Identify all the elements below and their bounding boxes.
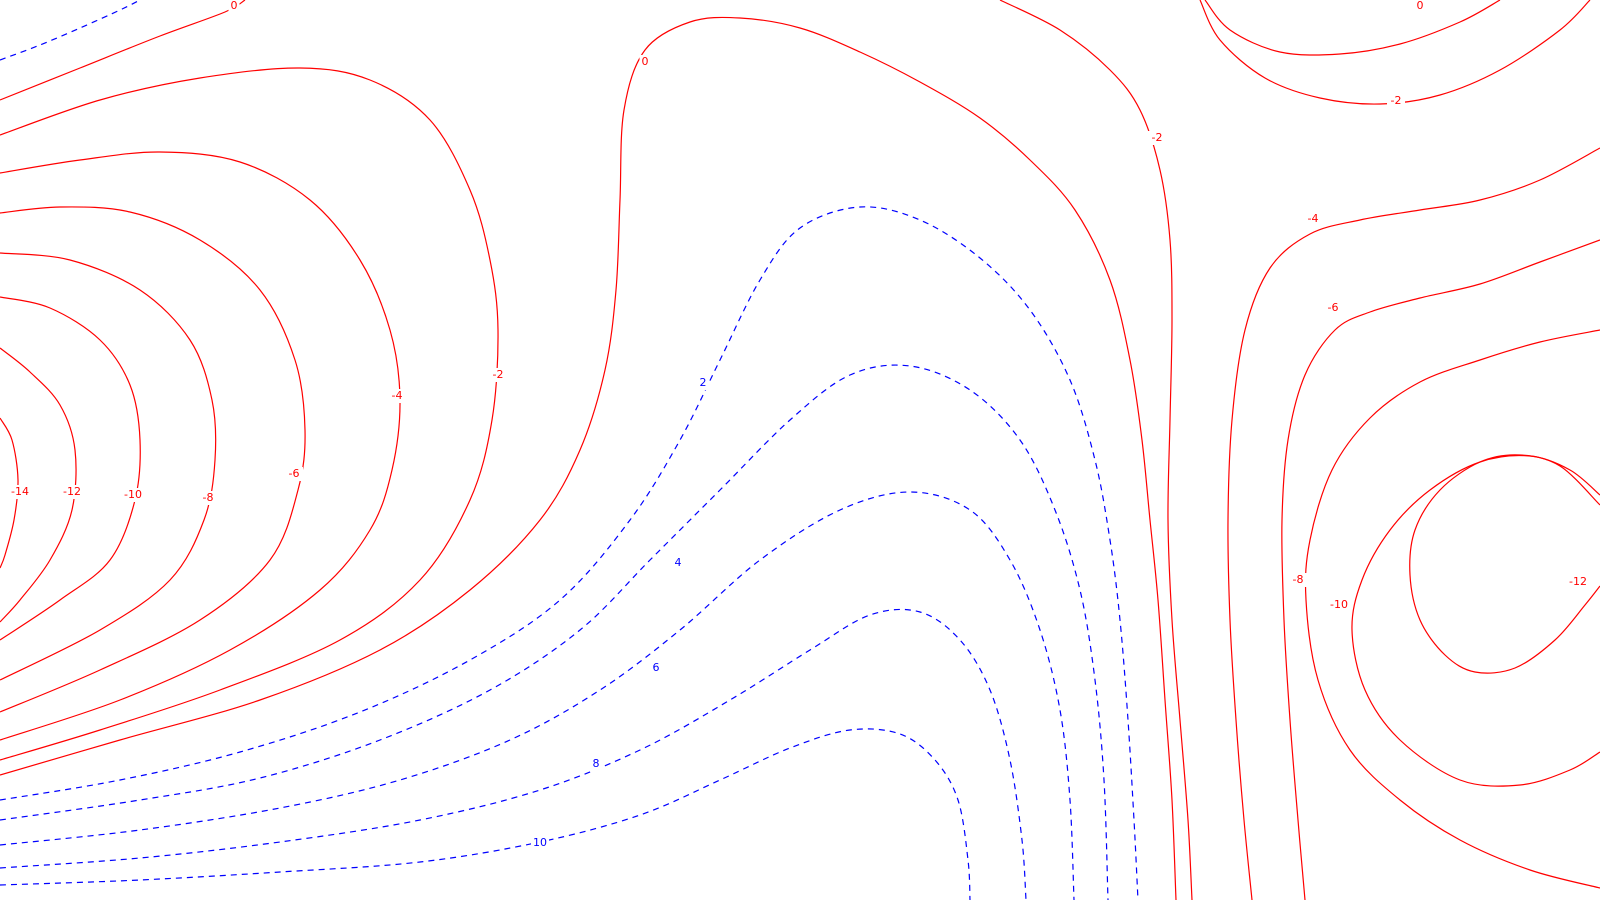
contour-line-0	[1204, 0, 1501, 56]
contour-label-bg	[388, 389, 406, 403]
contour-line-10	[0, 728, 971, 900]
contour-label: -8	[203, 491, 214, 504]
contour-label: 0	[1417, 0, 1424, 12]
contour-label: 0	[231, 0, 238, 12]
contour-label: -10	[124, 488, 142, 501]
contour-label: -2	[1152, 131, 1163, 144]
contour-label-bg	[120, 488, 146, 502]
contour-label-bg	[1326, 598, 1352, 612]
contour-line-minus-10	[1351, 454, 1600, 787]
contour-label: -8	[1293, 573, 1304, 586]
contour-label-bg	[1324, 301, 1342, 315]
contour-label: -2	[1391, 94, 1402, 107]
contour-label-bg	[1414, 0, 1426, 13]
contour-label-bg	[590, 757, 602, 771]
contour-label-bg	[228, 0, 240, 13]
contour-line-minus-4	[1227, 147, 1600, 900]
contour-line-4	[0, 364, 1109, 900]
contour-label: -12	[63, 485, 81, 498]
contour-label: 2	[700, 376, 707, 389]
contour-label: 4	[675, 556, 682, 569]
contour-line-minus-12	[1409, 454, 1600, 674]
contour-line-minus-2	[1199, 0, 1591, 105]
contour-line-minus-10	[0, 296, 141, 641]
contour-line-minus-12	[0, 347, 77, 623]
contour-label: -6	[1328, 301, 1339, 314]
contour-label-bg	[7, 485, 33, 499]
contour-label-bg	[59, 485, 85, 499]
contour-label: -4	[1308, 212, 1319, 225]
contour-label-bg	[672, 556, 684, 570]
contour-label-bg	[1289, 573, 1307, 587]
contour-label: -10	[1330, 598, 1348, 611]
contour-line-minus-8	[0, 252, 217, 681]
contour-label-bg	[1565, 575, 1591, 589]
contour-label-bg	[489, 368, 507, 382]
contour-label: 8	[593, 757, 600, 770]
contour-label-bg	[199, 491, 217, 505]
contour-label: -6	[289, 467, 300, 480]
contour-line-2	[0, 206, 1139, 900]
contour-line-minus-14	[0, 417, 19, 569]
contour-label: 10	[533, 836, 547, 849]
contour-line-minus-6	[1281, 239, 1600, 900]
contour-label-bg	[285, 467, 303, 481]
contour-label-bg	[1304, 212, 1322, 226]
contour-line-0	[0, 0, 246, 101]
contour-labels: 0 0 0 -2 -2 -2 -4 -4 -6 -6 -8 -8 -10 -10 -12 -12 -14 2 4 6 8…	[7, 0, 1591, 850]
contour-label-bg	[531, 836, 549, 850]
contour-label-bg	[697, 376, 709, 390]
contour-label: -12	[1569, 575, 1587, 588]
contour-label-bg	[1148, 131, 1166, 145]
contour-label-bg	[639, 55, 651, 69]
contour-line-8	[0, 608, 1027, 900]
contour-line-0	[0, 16, 1177, 900]
contour-label: 6	[653, 661, 660, 674]
contour-label-bg	[1387, 94, 1405, 108]
contour-line-2	[0, 0, 141, 61]
contour-label: 0	[642, 55, 649, 68]
contour-line-0	[999, 0, 1193, 900]
contour-label-bg	[650, 661, 662, 675]
contour-label: -4	[392, 389, 403, 402]
contour-line-minus-2	[0, 67, 499, 761]
contour-label: -14	[11, 485, 29, 498]
contour-line-minus-6	[0, 206, 306, 713]
contour-line-minus-4	[0, 151, 401, 741]
contour-label: -2	[493, 368, 504, 381]
